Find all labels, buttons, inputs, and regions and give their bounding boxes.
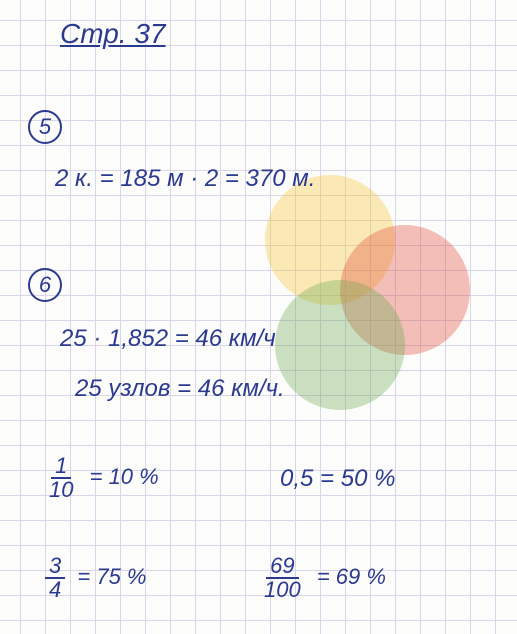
- fraction-3-frac: 3 4: [45, 555, 65, 601]
- fraction-1: 1 10 = 10 %: [45, 455, 159, 501]
- watermark-text: euroki: [0, 352, 8, 484]
- fraction-3-den: 4: [45, 579, 65, 601]
- fraction-4: 69 100 = 69 %: [260, 555, 386, 601]
- fraction-3: 3 4 = 75 %: [45, 555, 146, 601]
- fraction-4-den: 100: [260, 579, 305, 601]
- fraction-1-frac: 1 10: [45, 455, 77, 501]
- problem-number-5-label: 5: [39, 114, 51, 140]
- problem-number-6: 6: [28, 268, 62, 302]
- fraction-4-eq: = 69 %: [317, 564, 386, 589]
- fraction-4-frac: 69 100: [260, 555, 305, 601]
- fraction-2: 0,5 = 50 %: [280, 465, 395, 493]
- fraction-1-eq: = 10 %: [90, 464, 159, 489]
- problem-number-5: 5: [28, 110, 62, 144]
- page-header: Стр. 37: [60, 18, 166, 50]
- fraction-3-eq: = 75 %: [77, 564, 146, 589]
- fraction-4-num: 69: [266, 555, 298, 579]
- fraction-3-num: 3: [45, 555, 65, 579]
- problem-6-line-2: 25 узлов = 46 км/ч.: [75, 375, 285, 403]
- fraction-1-num: 1: [51, 455, 71, 479]
- fraction-1-den: 10: [45, 479, 77, 501]
- problem-number-6-label: 6: [39, 272, 51, 298]
- problem-5-line-1: 2 к. = 185 м · 2 = 370 м.: [55, 165, 315, 193]
- problem-6-line-1: 25 · 1,852 = 46 км/ч: [60, 325, 276, 353]
- watermark-logo-green: [275, 280, 405, 410]
